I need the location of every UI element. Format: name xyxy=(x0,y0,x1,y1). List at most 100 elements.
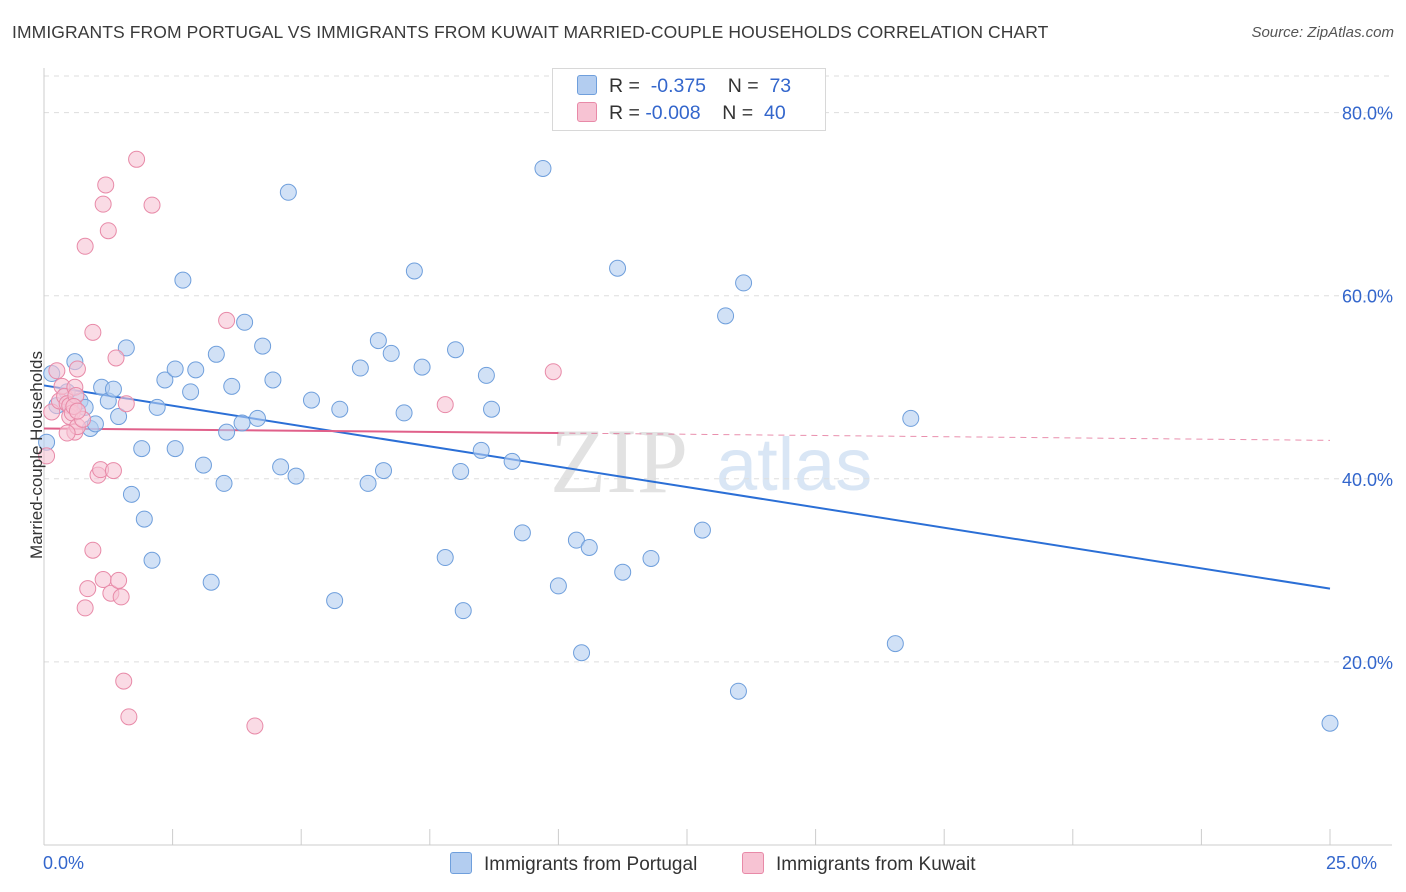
point-portugal xyxy=(1321,714,1339,732)
legend-r-value-kuwait: -0.008 xyxy=(645,102,701,124)
point-portugal xyxy=(166,440,184,458)
point-kuwait xyxy=(68,360,86,378)
point-portugal xyxy=(122,485,140,503)
point-kuwait xyxy=(117,395,135,413)
legend-r-value-portugal: -0.375 xyxy=(650,75,707,97)
point-portugal xyxy=(567,531,585,549)
point-portugal xyxy=(549,577,567,595)
point-kuwait xyxy=(218,311,236,329)
point-portugal xyxy=(513,524,531,542)
point-portugal xyxy=(902,409,920,427)
point-portugal xyxy=(886,635,904,653)
point-portugal xyxy=(382,344,400,362)
point-portugal xyxy=(375,462,393,480)
legend-row-kuwait: R = -0.008 N = 40 xyxy=(577,102,786,125)
point-kuwait xyxy=(76,237,94,255)
point-portugal xyxy=(104,380,122,398)
point-kuwait xyxy=(76,599,94,617)
point-portugal xyxy=(117,339,135,357)
legend-n-label: N = xyxy=(722,102,754,124)
point-portugal xyxy=(302,391,320,409)
point-portugal xyxy=(207,345,225,363)
point-portugal xyxy=(735,274,753,292)
point-portugal xyxy=(472,441,490,459)
point-kuwait xyxy=(112,588,130,606)
trendline-kuwait-extrapolated xyxy=(558,432,1331,441)
point-kuwait xyxy=(110,571,128,589)
point-portugal xyxy=(236,313,254,331)
point-portugal xyxy=(447,341,465,359)
bottom-legend-label-portugal: Immigrants from Portugal xyxy=(484,854,698,875)
point-portugal xyxy=(174,271,192,289)
legend-swatch-kuwait xyxy=(577,102,597,122)
point-portugal xyxy=(642,549,660,567)
point-portugal xyxy=(609,259,627,277)
point-portugal xyxy=(580,538,598,556)
point-portugal xyxy=(395,404,413,422)
source-note: Source: ZipAtlas.com xyxy=(1251,24,1394,41)
point-portugal xyxy=(614,563,632,581)
y-tick-label: 20.0% xyxy=(1342,653,1393,673)
point-portugal xyxy=(483,400,501,418)
point-kuwait xyxy=(120,708,138,726)
data-points xyxy=(38,150,1339,735)
point-portugal xyxy=(359,474,377,492)
point-kuwait xyxy=(128,150,146,168)
point-kuwait xyxy=(115,672,133,690)
watermark-atlas: atlas xyxy=(716,423,872,506)
y-axis-label: Married-couple Households xyxy=(27,351,46,559)
point-portugal xyxy=(573,644,591,662)
point-portugal xyxy=(405,262,423,280)
bottom-legend-swatch-portugal xyxy=(450,852,472,874)
watermark: ZIP atlas xyxy=(550,410,872,512)
point-portugal xyxy=(331,400,349,418)
legend-n-label: N = xyxy=(727,75,759,97)
x-tick-label-min: 0.0% xyxy=(43,853,85,873)
point-kuwait xyxy=(84,541,102,559)
point-portugal xyxy=(413,358,431,376)
legend-r-label: R = xyxy=(609,75,640,97)
point-portugal xyxy=(133,440,151,458)
y-tick-labels: 20.0% 40.0% 60.0% 80.0% xyxy=(1342,104,1393,673)
point-portugal xyxy=(187,361,205,379)
point-kuwait xyxy=(58,424,76,442)
legend-r-label: R = xyxy=(609,102,640,124)
x-tick-label-max: 25.0% xyxy=(1326,853,1378,873)
point-portugal xyxy=(223,377,241,395)
point-portugal xyxy=(182,383,200,401)
point-kuwait xyxy=(143,196,161,214)
point-portugal xyxy=(156,371,174,389)
legend-swatch-portugal xyxy=(577,75,597,95)
point-portugal xyxy=(534,159,552,177)
correlation-legend: R = -0.375 N = 73 R = -0.008 N = 40 xyxy=(552,68,826,131)
point-portugal xyxy=(248,409,266,427)
point-portugal xyxy=(272,458,290,476)
bottom-legend-portugal: Immigrants from Portugal xyxy=(450,852,697,876)
point-portugal xyxy=(254,337,272,355)
point-portugal xyxy=(436,549,454,567)
point-portugal xyxy=(143,551,161,569)
legend-row-portugal: R = -0.375 N = 73 xyxy=(577,75,791,98)
point-portugal xyxy=(135,510,153,528)
bottom-legend-kuwait: Immigrants from Kuwait xyxy=(742,852,976,876)
point-portugal xyxy=(729,682,747,700)
point-portugal xyxy=(218,423,236,441)
point-portugal xyxy=(717,307,735,325)
point-kuwait xyxy=(97,176,115,194)
trendline-kuwait xyxy=(43,427,559,435)
bottom-legend-label-kuwait: Immigrants from Kuwait xyxy=(776,854,976,875)
point-kuwait xyxy=(84,323,102,341)
chart-title: IMMIGRANTS FROM PORTUGAL VS IMMIGRANTS F… xyxy=(12,22,1049,42)
point-portugal xyxy=(503,452,521,470)
point-kuwait xyxy=(246,717,264,735)
point-portugal xyxy=(148,398,166,416)
point-portugal xyxy=(326,592,344,610)
y-tick-label: 60.0% xyxy=(1342,287,1393,307)
point-kuwait xyxy=(68,402,86,420)
legend-n-value-portugal: 73 xyxy=(769,75,792,97)
point-portugal xyxy=(279,183,297,201)
point-portugal xyxy=(264,371,282,389)
point-portugal xyxy=(287,467,305,485)
point-portugal xyxy=(693,521,711,539)
